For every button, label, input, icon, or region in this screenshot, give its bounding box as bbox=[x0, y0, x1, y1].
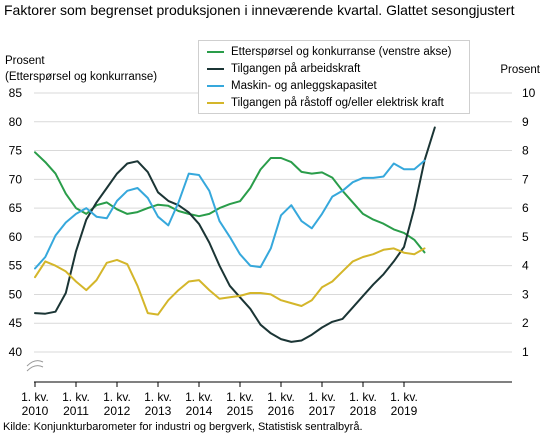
x-tick-label-quarter: 1. kv. bbox=[349, 390, 377, 404]
legend-item-maskin: Maskin- og anleggskapasitet bbox=[207, 77, 377, 94]
series-line-råstoff bbox=[34, 247, 426, 316]
y-tick-label-right: 4 bbox=[522, 259, 529, 273]
y-tick-label-left: 65 bbox=[9, 201, 23, 215]
y-tick-label-left: 50 bbox=[9, 287, 23, 301]
x-tick-label-year: 2014 bbox=[186, 404, 213, 418]
x-tick-label-quarter: 1. kv. bbox=[390, 390, 418, 404]
legend-label: Etterspørsel og konkurranse (venstre aks… bbox=[231, 45, 452, 58]
x-tick-label-quarter: 1. kv. bbox=[226, 390, 254, 404]
y-tick-label-left: 75 bbox=[9, 144, 23, 158]
series-line-etterspørsel bbox=[34, 151, 426, 254]
right-axis-title: Prosent bbox=[500, 64, 540, 76]
y-tick-label-right: 2 bbox=[522, 316, 529, 330]
x-tick-label-quarter: 1. kv. bbox=[185, 390, 213, 404]
left-axis-label-series: (Etterspørsel og konkurranse) bbox=[5, 71, 158, 83]
chart-title: Faktorer som begrenset produksjonen i in… bbox=[4, 2, 515, 18]
legend-swatch-etterspørsel bbox=[207, 50, 224, 53]
y-tick-label-right: 1 bbox=[522, 345, 529, 359]
series-lines bbox=[34, 126, 436, 343]
x-tick-label-year: 2011 bbox=[63, 404, 89, 418]
y-tick-label-left: 80 bbox=[9, 115, 23, 129]
axis-break-mask bbox=[24, 360, 46, 369]
y-tick-label-right: 3 bbox=[522, 287, 529, 301]
left-axis-label-unit: Prosent bbox=[5, 55, 45, 67]
y-tick-label-left: 55 bbox=[9, 259, 23, 273]
x-tick-label-quarter: 1. kv. bbox=[144, 390, 172, 404]
legend-swatch-arbeidskraft bbox=[207, 67, 224, 70]
x-tick-label-year: 2012 bbox=[104, 404, 131, 418]
legend-item-arbeidskraft: Tilgangen på arbeidskraft bbox=[207, 60, 360, 77]
series-line-arbeidskraft bbox=[34, 126, 436, 343]
y-tick-label-right: 8 bbox=[522, 144, 529, 158]
source-note: Kilde: Konjunkturbarometer for industri … bbox=[3, 421, 363, 433]
y-tick-label-left: 60 bbox=[9, 230, 23, 244]
y-tick-label-left: 85 bbox=[9, 86, 23, 100]
x-tick-label-year: 2017 bbox=[309, 404, 336, 418]
y-tick-label-right: 5 bbox=[522, 230, 529, 244]
y-tick-label-left: 40 bbox=[9, 345, 23, 359]
axes bbox=[24, 360, 512, 387]
gridlines bbox=[34, 92, 512, 353]
legend: Etterspørsel og konkurranse (venstre aks… bbox=[198, 40, 470, 114]
x-tick-label-quarter: 1. kv. bbox=[62, 390, 90, 404]
legend-item-etterspørsel: Etterspørsel og konkurranse (venstre aks… bbox=[207, 43, 452, 60]
axis-break-mark bbox=[26, 360, 44, 367]
x-tick-label-year: 2015 bbox=[227, 404, 254, 418]
y-tick-label-right: 9 bbox=[522, 115, 529, 129]
x-tick-label-quarter: 1. kv. bbox=[21, 390, 49, 404]
x-tick-label-quarter: 1. kv. bbox=[267, 390, 295, 404]
legend-label: Maskin- og anleggskapasitet bbox=[231, 79, 377, 92]
x-tick-label-quarter: 1. kv. bbox=[103, 390, 131, 404]
y-tick-label-right: 10 bbox=[522, 86, 536, 100]
y-tick-label-left: 45 bbox=[9, 316, 23, 330]
y-tick-label-right: 7 bbox=[522, 172, 529, 186]
left-axis-title: Prosent (Etterspørsel og konkurranse) bbox=[5, 53, 157, 85]
x-tick-label-year: 2016 bbox=[268, 404, 295, 418]
legend-label: Tilgangen på råstoff og/eller elektrisk … bbox=[231, 96, 444, 109]
x-tick-label-year: 2018 bbox=[350, 404, 377, 418]
y-tick-label-right: 6 bbox=[522, 201, 529, 215]
axis-break-mark bbox=[26, 365, 44, 372]
legend-item-råstoff: Tilgangen på råstoff og/eller elektrisk … bbox=[207, 94, 444, 111]
x-tick-label-year: 2013 bbox=[145, 404, 172, 418]
tick-labels: 40 145 250 355 460 565 670 775 880 985 101. kv.201… bbox=[9, 86, 536, 418]
legend-label: Tilgangen på arbeidskraft bbox=[231, 62, 361, 75]
legend-swatch-maskin bbox=[207, 84, 224, 87]
x-tick-label-quarter: 1. kv. bbox=[308, 390, 336, 404]
x-tick-label-year: 2019 bbox=[391, 404, 418, 418]
y-tick-label-left: 70 bbox=[9, 172, 23, 186]
x-tick-label-year: 2010 bbox=[22, 404, 49, 418]
legend-swatch-råstoff bbox=[207, 101, 224, 104]
series-line-maskin bbox=[34, 159, 426, 270]
